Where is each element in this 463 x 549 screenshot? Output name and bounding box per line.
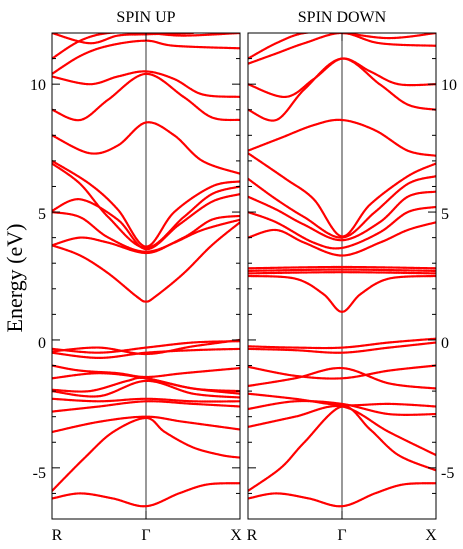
y-tick-label-0: 0 [38,335,46,352]
x-tick-label-r: R [247,527,258,544]
band-curve-23 [248,33,436,60]
y-tick-label-10: 10 [441,77,457,94]
band-curve-11 [52,338,240,356]
band-curve-12 [52,340,240,354]
panel-title-spin-up: SPIN UP [116,9,175,26]
band-curve-11 [248,271,436,275]
panel-title-spin-down: SPIN DOWN [298,9,387,26]
band-curve-12 [248,268,436,272]
x-tick-label-x: X [425,527,437,544]
y-tick-label-5: 5 [38,206,46,223]
band-curve-10 [248,274,436,313]
band-curve-10 [52,347,240,360]
band-curve-3 [248,404,436,457]
band-curve-15 [52,211,240,253]
band-curve-13 [248,265,436,270]
y-tick-label-minus5: -5 [33,465,46,482]
band-curve-14 [248,221,436,257]
band-curve-18 [248,152,436,238]
band-curve-14 [52,218,240,255]
band-curve-6 [52,379,240,399]
band-curve-22 [248,33,436,65]
band-curve-4 [52,400,240,413]
band-curve-1 [52,482,240,508]
x-tick-label-gamma: Γ [337,527,346,544]
y-tick-label-0: 0 [441,335,449,352]
band-curve-16 [248,190,436,242]
plot-area-spin-up [51,32,241,520]
band-curve-3 [52,415,240,434]
bands-group [248,33,436,508]
panel-spin-down: SPIN DOWN R Γ X -5 0 5 10 [247,9,457,544]
band-curve-9 [52,364,240,379]
x-tick-label-gamma: Γ [141,527,150,544]
band-curve-24 [52,33,195,45]
band-curve-1 [248,482,436,508]
band-curve-9 [248,337,436,350]
band-curve-2 [52,416,240,492]
panel-spin-up: SPIN UP R Γ X -5 0 5 10 [30,9,242,544]
band-curve-16 [52,193,240,251]
y-tick-label-5: 5 [441,206,449,223]
band-curve-8 [52,372,240,395]
y-axis-label: Energy (eV) [2,224,27,333]
y-tick-label-minus5: -5 [441,465,454,482]
bands-group [52,33,240,508]
band-curve-4 [248,399,436,416]
band-curve-19 [52,121,240,175]
band-curve-13 [52,221,240,303]
band-curve-19 [248,118,436,157]
band-curve-8 [248,341,436,354]
y-tick-label-10: 10 [30,77,46,94]
band-curve-21 [248,57,436,99]
band-curve-17 [52,162,240,250]
x-tick-label-x: X [230,527,242,544]
band-curve-18 [52,159,240,248]
plot-area-spin-down [247,32,437,520]
x-tick-label-r: R [52,527,63,544]
band-curve-21 [52,70,240,98]
band-curve-22 [52,39,240,75]
band-curve-5 [52,397,240,403]
band-curve-15 [248,205,436,250]
band-curve-5 [248,392,436,408]
band-curve-7 [248,364,436,380]
band-curve-20 [52,72,240,122]
band-curve-6 [248,366,436,390]
band-curve-17 [248,175,436,239]
